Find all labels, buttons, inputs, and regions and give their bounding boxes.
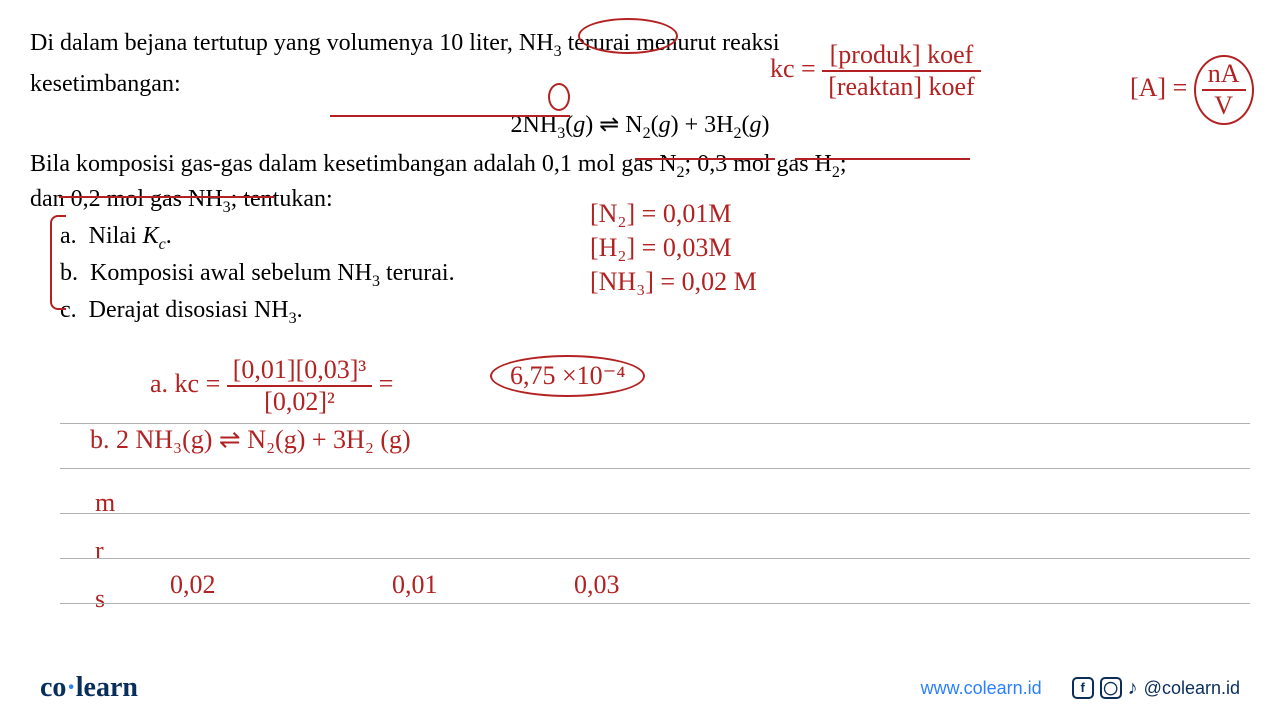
b-text: Komposisi awal sebelum NH xyxy=(90,260,372,286)
item-c: c. Derajat disosiasi NH3. xyxy=(30,297,1250,328)
sub-2b: 2 xyxy=(832,163,840,180)
sub-3: 3 xyxy=(554,43,562,60)
footer: co·learn www.colearn.id f ◯ ♪ @colearn.i… xyxy=(0,672,1280,704)
notebook-line-5 xyxy=(60,603,1250,604)
a-v: V xyxy=(1202,91,1246,121)
s-h2: 0,03 xyxy=(574,570,620,599)
comp-1: Bila komposisi gas-gas dalam kesetimbang… xyxy=(30,151,677,177)
r-label: r xyxy=(95,536,115,566)
hw-mrs: m r s xyxy=(95,470,115,632)
notebook-line-1 xyxy=(60,423,1250,424)
underline-nh3 xyxy=(59,196,274,198)
a-fraction-circle: nA V xyxy=(1194,55,1254,125)
footer-social: f ◯ ♪ @colearn.id xyxy=(1072,677,1240,700)
intro-1c: , NH xyxy=(507,30,554,56)
hw-kc-result: 6,75 ×10⁻⁴ xyxy=(490,355,645,397)
intro-1a: Di dalam bejana tertutup yang volumenya xyxy=(30,30,439,56)
s-n2: 0,01 xyxy=(392,570,438,599)
logo-learn: learn xyxy=(76,672,138,703)
equation-line: 2NH3(g) ⇌ N2(g) + 3H2(g) xyxy=(30,110,1250,143)
calc-num: [0,01][0,03]³ xyxy=(227,355,372,387)
sub-3c: 3 xyxy=(372,273,380,290)
c-text: Derajat disosiasi NH xyxy=(89,297,289,323)
tiktok-icon: ♪ xyxy=(1128,677,1138,700)
hw-a-formula: [A] = nA V xyxy=(1130,55,1254,125)
notebook-line-3 xyxy=(60,513,1250,514)
b-text2: terurai. xyxy=(380,260,455,286)
s-nh3: 0,02 xyxy=(170,570,216,599)
conc-nh3: [NH₃] = 0,02 M xyxy=(590,267,757,297)
footer-handle: @colearn.id xyxy=(1144,678,1240,699)
intro-1b: 10 liter xyxy=(439,30,507,56)
comp-2b: ; tentukan: xyxy=(231,186,333,212)
hw-concentrations: [N₂] = 0,01M [H₂] = 0,03M [NH₃] = 0,02 M xyxy=(590,195,757,301)
hw-s-values: 0,02 0,01 0,03 xyxy=(170,570,620,600)
notebook-line-2 xyxy=(60,468,1250,469)
c-text2: . xyxy=(297,297,303,323)
underline-n2 xyxy=(635,158,775,160)
bracket-abc xyxy=(50,215,66,310)
sub-3d: 3 xyxy=(289,310,297,327)
footer-url: www.colearn.id xyxy=(921,678,1042,699)
colearn-logo: co·learn xyxy=(40,672,138,704)
s-label: s xyxy=(95,584,115,614)
sub-3b: 3 xyxy=(223,199,231,216)
calc-eq: = xyxy=(379,369,394,398)
calc-fraction: [0,01][0,03]³ [0,02]² xyxy=(227,355,372,417)
sub-2: 2 xyxy=(677,163,685,180)
logo-co: co xyxy=(40,672,66,703)
hw-kc-formula: kc = [produk] koef [reaktan] koef xyxy=(770,40,981,102)
facebook-icon: f xyxy=(1072,677,1094,699)
a-sub: c xyxy=(159,236,166,253)
a-kc: K xyxy=(143,223,159,249)
intro-line2: kesetimbangan: xyxy=(30,66,1250,102)
a-na: nA xyxy=(1202,59,1246,91)
underline-h2 xyxy=(795,158,970,160)
conc-h2: [H₂] = 0,03M xyxy=(590,233,757,263)
composition-line1: Bila komposisi gas-gas dalam kesetimbang… xyxy=(30,151,1250,182)
conc-n2: [N₂] = 0,01M xyxy=(590,199,757,229)
circle-3h2 xyxy=(548,83,570,111)
kc-label: kc = xyxy=(770,54,816,83)
notebook-line-4 xyxy=(60,558,1250,559)
underline-equation xyxy=(330,115,570,117)
a-formula-label: [A] = xyxy=(1130,73,1187,102)
logo-dot: · xyxy=(66,672,75,703)
a-text: Nilai xyxy=(89,223,143,249)
comp-2: dan 0,2 mol gas NH xyxy=(30,186,223,212)
a-dot: . xyxy=(166,223,172,249)
kc-num: [produk] koef xyxy=(822,40,981,72)
calc-a: a. kc = xyxy=(150,369,220,398)
calc-den: [0,02]² xyxy=(227,387,372,417)
comp-1b: ; 0,3 mol gas H xyxy=(685,151,832,177)
kc-fraction: [produk] koef [reaktan] koef xyxy=(822,40,981,102)
instagram-icon: ◯ xyxy=(1100,677,1122,699)
circle-10liter xyxy=(578,18,678,54)
hw-kc-calc: a. kc = [0,01][0,03]³ [0,02]² = xyxy=(150,355,393,417)
hw-part-b: b. 2 NH₃(g) ⇌ N₂(g) + 3H₂ (g) xyxy=(90,425,411,455)
kc-den: [reaktan] koef xyxy=(822,72,981,102)
comp-1c: ; xyxy=(840,151,847,177)
